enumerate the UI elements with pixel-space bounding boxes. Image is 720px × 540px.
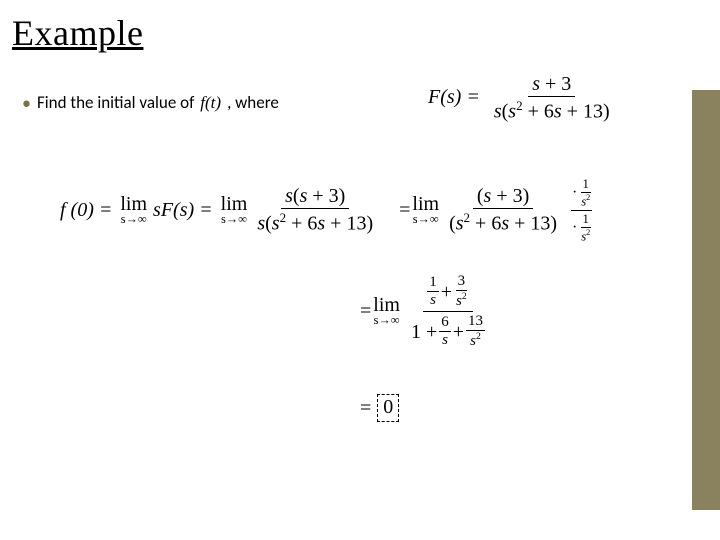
- frac-1: s(s + 3) s(s2 + 6s + 13): [253, 186, 377, 234]
- mult-dot-bot: ·: [571, 220, 578, 236]
- derivation-line-3: = 0: [360, 394, 399, 422]
- derivation-line-2: = lim s→∞ 1s + 3s2 1 + 6s + 13s2: [360, 274, 489, 349]
- slide: Example • Find the initial value of f(t)…: [0, 0, 720, 540]
- eq-3: =: [360, 397, 371, 420]
- bullet-text-suffix: , where: [227, 92, 279, 113]
- eq-1: =: [399, 199, 410, 222]
- lim-2: lim s→∞: [221, 195, 248, 226]
- lim-label: lim: [120, 195, 147, 214]
- lim-3: lim s→∞: [412, 195, 439, 226]
- Fs-fraction: s + 3 s(s2 + 6s + 13): [490, 74, 614, 122]
- result-box: 0: [377, 394, 399, 422]
- sFs: sF(s) =: [153, 199, 213, 222]
- derivation-line-1: f (0) = lim s→∞ sF(s) = lim s→∞ s(s + 3)…: [60, 178, 592, 243]
- bullet-text-prefix: Find the initial value of: [37, 92, 194, 113]
- formula-Fs: F(s) = s + 3 s(s2 + 6s + 13): [428, 74, 614, 122]
- mult-dot-top: ·: [571, 185, 578, 201]
- mult-frac: · 1s2 · 1s2: [571, 178, 592, 243]
- lim-4: lim s→∞: [373, 296, 400, 327]
- Fs-den: s(s2 + 6s + 13): [490, 97, 614, 122]
- bullet-icon: •: [22, 94, 31, 112]
- side-accent-strip: [692, 90, 720, 510]
- lim-under: s→∞: [121, 214, 147, 226]
- frac-3: 1s + 3s2 1 + 6s + 13s2: [407, 274, 489, 349]
- f0-label: f (0) =: [60, 199, 112, 222]
- slide-title: Example: [12, 12, 143, 54]
- bullet-line: • Find the initial value of f(t) , where: [22, 92, 279, 113]
- eq-2: =: [360, 300, 371, 323]
- bullet-func: f(t): [200, 93, 221, 113]
- Fs-lhs: F(s) =: [428, 86, 480, 109]
- lim-1: lim s→∞: [120, 195, 147, 226]
- frac-2: (s + 3) (s2 + 6s + 13): [445, 186, 561, 234]
- result-value: 0: [383, 396, 393, 418]
- Fs-num: s + 3: [528, 74, 575, 97]
